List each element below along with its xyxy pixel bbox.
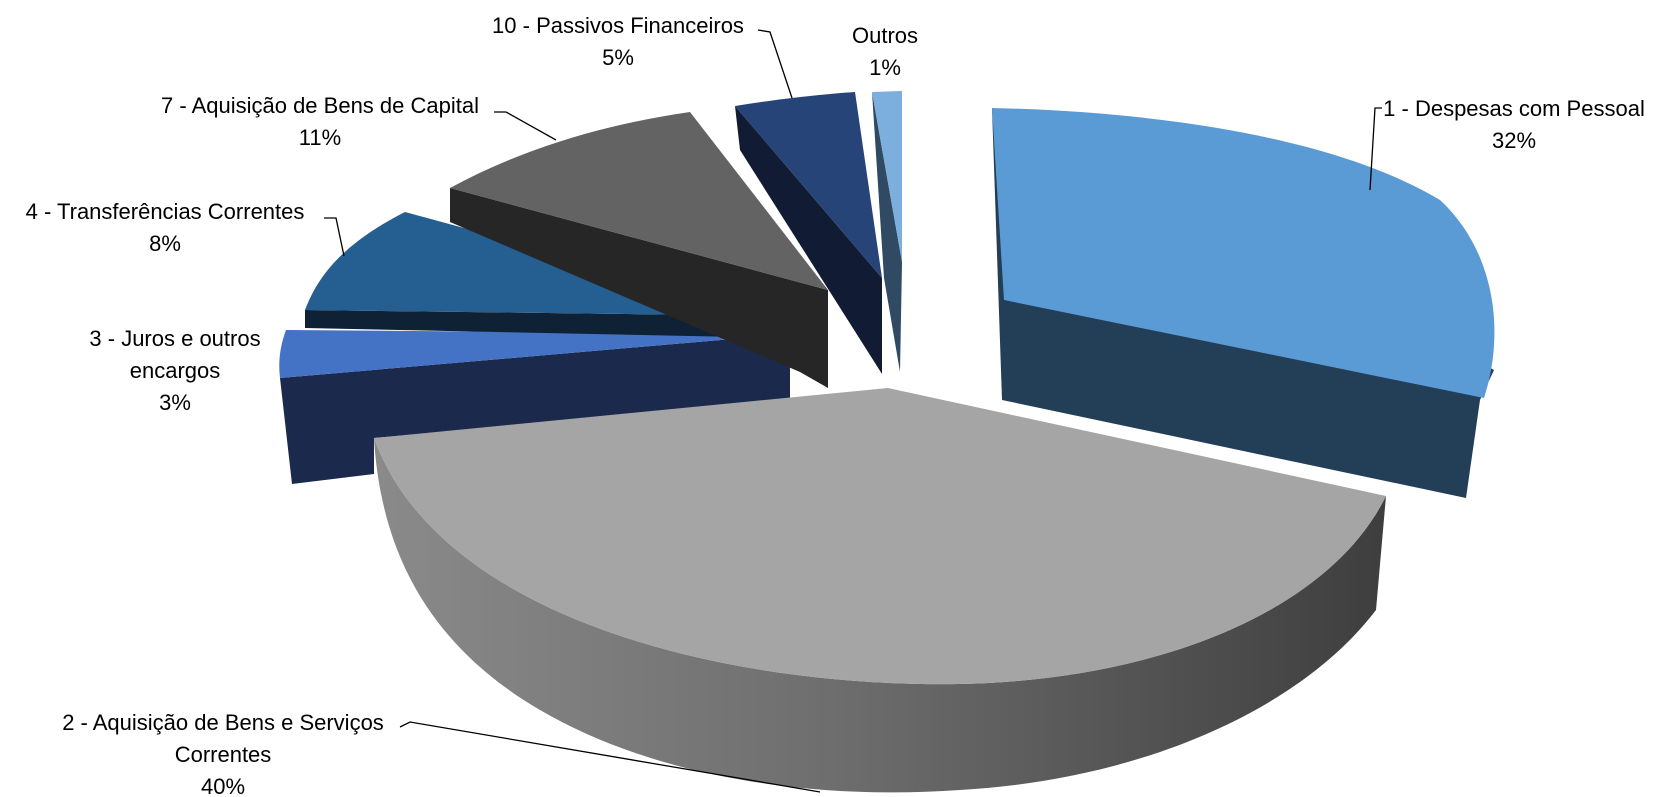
label-transferencias: 4 - Transferências Correntes xyxy=(26,199,305,224)
value-bens-capital: 11% xyxy=(299,125,341,150)
value-passivos: 5% xyxy=(602,45,634,70)
slice-side xyxy=(872,92,902,372)
leader-line-transferencias xyxy=(324,217,345,257)
slice-top xyxy=(450,112,828,290)
slice-top xyxy=(992,108,1495,398)
pie-slice-despesas-pessoal xyxy=(992,108,1495,498)
label-bens-servicos-line1: 2 - Aquisição de Bens e Serviços xyxy=(62,710,384,735)
label-passivos: 10 - Passivos Financeiros xyxy=(492,13,744,38)
slice-side xyxy=(374,438,1386,793)
slice-side xyxy=(280,334,790,484)
pie-slice-bens-servicos xyxy=(374,388,1386,793)
leader-line-bens-servicos xyxy=(399,721,821,793)
pie-slice-outros xyxy=(872,91,902,372)
value-juros: 3% xyxy=(159,390,191,415)
label-outros: Outros xyxy=(852,23,918,48)
leader-line-bens-capital xyxy=(494,111,557,141)
value-outros: 1% xyxy=(869,55,901,80)
value-bens-servicos: 40% xyxy=(201,774,245,797)
value-transferencias: 8% xyxy=(149,231,181,256)
slice-side xyxy=(450,188,828,388)
leader-line-passivos xyxy=(757,29,793,99)
slice-top xyxy=(872,91,902,262)
slice-side xyxy=(305,310,788,338)
leader-lines xyxy=(324,29,1382,793)
label-juros-line1: 3 - Juros e outros xyxy=(89,326,260,351)
label-despesas-pessoal: 1 - Despesas com Pessoal xyxy=(1383,96,1645,121)
label-juros-line2: encargos xyxy=(130,358,221,383)
label-bens-capital: 7 - Aquisição de Bens de Capital xyxy=(161,93,479,118)
slice-top xyxy=(735,92,882,278)
pie-slice-passivos xyxy=(735,92,882,374)
slice-side xyxy=(735,106,882,374)
label-bens-servicos-line2: Correntes xyxy=(175,742,272,767)
slice-top xyxy=(374,388,1386,685)
leader-line-despesas-pessoal xyxy=(1369,107,1382,191)
value-despesas-pessoal: 32% xyxy=(1492,128,1536,153)
pie-slice-bens-capital xyxy=(450,112,828,388)
pie-slice-juros xyxy=(279,330,790,484)
slice-top xyxy=(279,330,790,378)
data-labels: 1 - Despesas com Pessoal 32% 2 - Aquisiç… xyxy=(26,13,1645,797)
